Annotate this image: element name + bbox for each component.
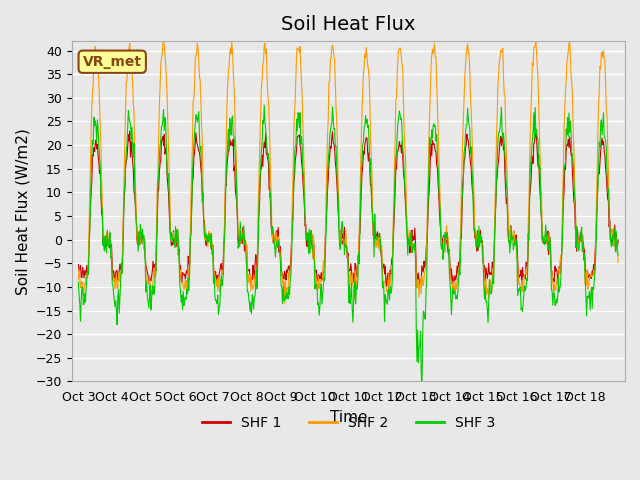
Legend: SHF 1, SHF 2, SHF 3: SHF 1, SHF 2, SHF 3 [196,410,500,436]
SHF 1 [436,209,444,215]
SHF 3 [418,389,426,395]
SHF 2 [614,259,622,265]
Y-axis label: Soil Heat Flux (W/m2): Soil Heat Flux (W/m2) [15,128,30,295]
SHF 2 [238,229,246,235]
SHF 2 [285,275,293,280]
SHF 2 [264,100,272,106]
SHF 1 [383,283,390,289]
SHF 1 [285,263,292,269]
SHF 1 [126,129,134,134]
SHF 3 [614,252,622,258]
SHF 2 [75,276,83,282]
SHF 3 [237,238,245,244]
SHF 3 [75,279,83,285]
SHF 2 [138,240,145,246]
SHF 3 [436,196,444,202]
SHF 1 [139,231,147,237]
SHF 3 [264,151,272,156]
SHF 1 [264,159,272,165]
SHF 2 [436,174,444,180]
SHF 1 [238,237,246,242]
SHF 1 [75,262,83,267]
SHF 2 [160,38,168,44]
SHF 1 [614,237,622,243]
Line: SHF 1: SHF 1 [79,132,618,286]
X-axis label: Time: Time [330,410,367,425]
Text: VR_met: VR_met [83,55,141,69]
SHF 1 [405,238,413,244]
Line: SHF 3: SHF 3 [79,105,618,392]
SHF 3 [138,240,145,246]
SHF 3 [404,235,412,241]
SHF 2 [405,233,413,239]
SHF 3 [285,284,292,290]
Line: SHF 2: SHF 2 [79,41,618,303]
SHF 2 [281,300,289,306]
Title: Soil Heat Flux: Soil Heat Flux [281,15,415,34]
SHF 3 [260,102,268,108]
